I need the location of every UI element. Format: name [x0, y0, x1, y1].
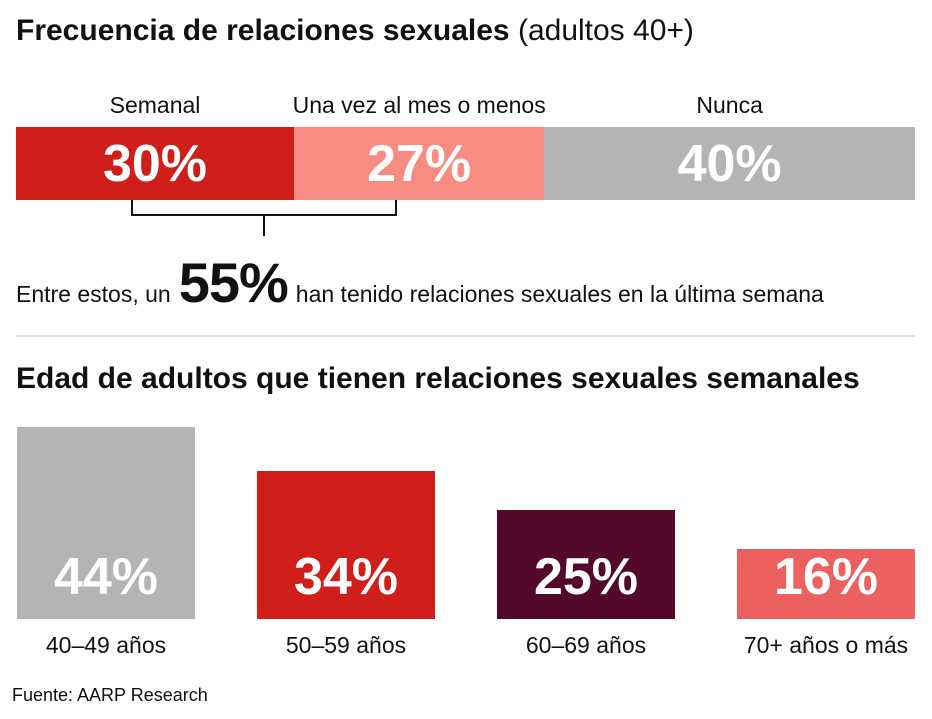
- stack-segment-2: 27%: [294, 127, 545, 200]
- age-chart-title: Edad de adultos que tienen relaciones se…: [16, 362, 860, 395]
- age-category-label: 40–49 años: [45, 632, 167, 658]
- chart-title-main: Frecuencia de relaciones sexuales: [16, 14, 510, 47]
- age-bar: 44%: [17, 427, 195, 619]
- age-bar-value: 16%: [773, 547, 879, 606]
- stacked-bar: 30% 27% 40%: [16, 127, 915, 200]
- age-bar-value: 34%: [293, 547, 399, 606]
- age-bar: 16%: [737, 547, 915, 619]
- age-category-label: 50–59 años: [285, 632, 407, 658]
- stack-category-label: Semanal: [109, 92, 201, 118]
- annotation-sentence: Entre estos, un 55% han tenido relacione…: [16, 250, 824, 315]
- chart-title: Frecuencia de relaciones sexuales (adult…: [16, 14, 694, 48]
- annotation-value: 55%: [178, 251, 289, 314]
- chart-subtitle: (adultos 40+): [517, 14, 694, 47]
- stack-segment-1: 30%: [16, 127, 295, 200]
- bracket-connector: [131, 200, 397, 236]
- source-note: Fuente: AARP Research: [12, 685, 208, 705]
- age-category-label: 70+ años o más: [743, 632, 909, 658]
- stack-category-label: Nunca: [696, 92, 763, 118]
- annotation-prefix: Entre estos, un: [16, 281, 171, 307]
- annotation-suffix: han tenido relaciones sexuales en la últ…: [295, 281, 824, 307]
- age-bar-value: 44%: [53, 548, 159, 606]
- age-bar: 34%: [257, 470, 435, 619]
- stack-segment-value: 30%: [102, 134, 208, 193]
- age-bar: 25%: [497, 509, 675, 619]
- age-bar-value: 25%: [533, 547, 639, 606]
- stack-segment-3: 40%: [544, 127, 915, 200]
- divider: [16, 335, 915, 337]
- stack-segment-value: 40%: [677, 134, 782, 193]
- stack-category-label: Una vez al mes o menos: [292, 92, 546, 118]
- age-category-label: 60–69 años: [525, 632, 647, 658]
- stack-segment-value: 27%: [367, 134, 472, 193]
